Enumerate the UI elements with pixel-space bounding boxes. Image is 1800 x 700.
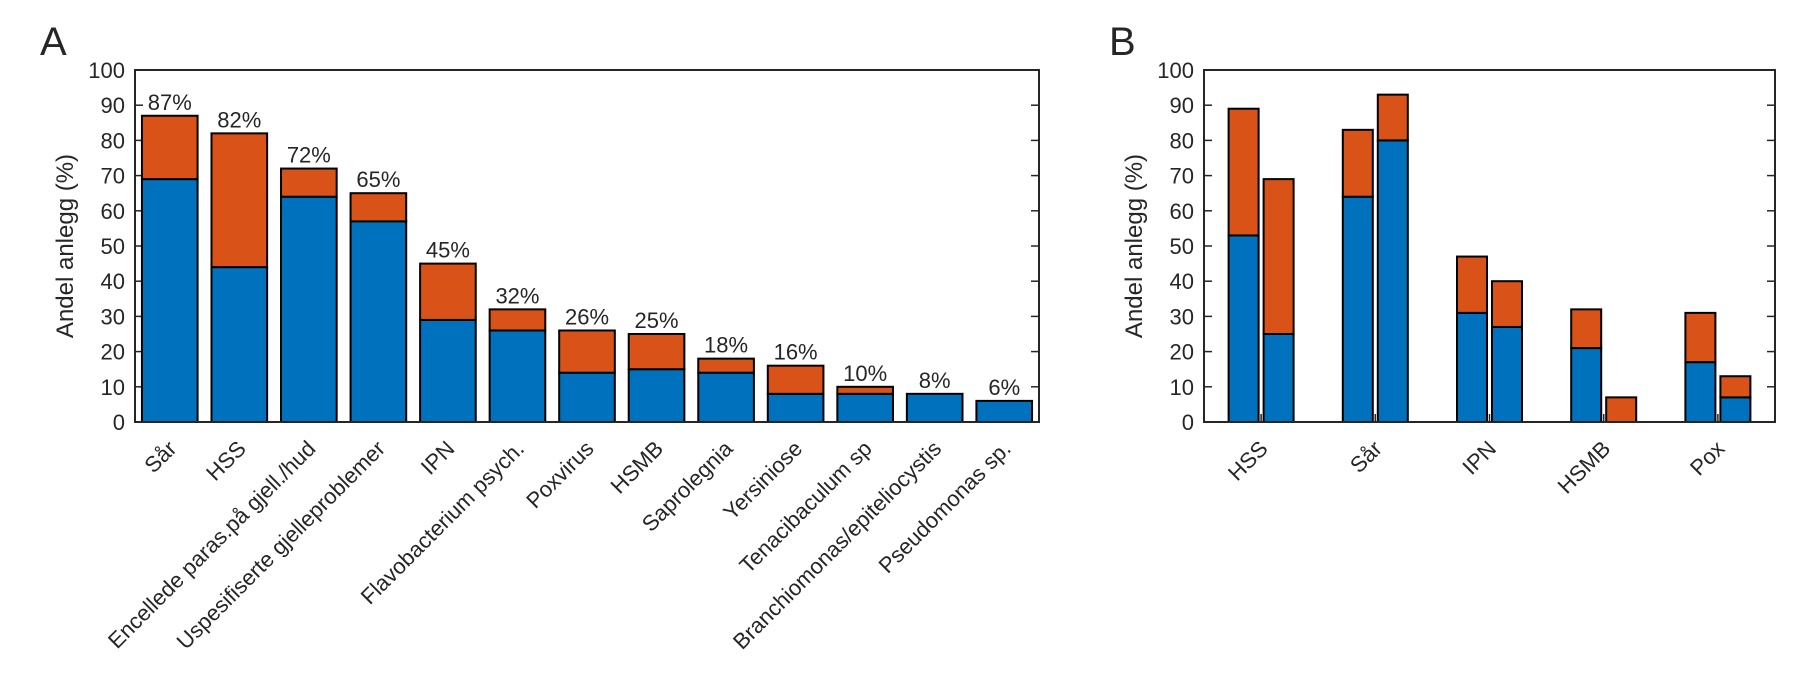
y-tick-label: 50	[101, 234, 125, 259]
bar-segment	[558, 329, 616, 374]
y-axis-label: Andel anlegg (%)	[1121, 154, 1148, 338]
total-label: 72%	[287, 143, 331, 168]
bar-segment	[975, 399, 1034, 424]
bar-segment	[627, 368, 686, 424]
plot-frame	[1203, 69, 1776, 423]
bar-segment	[766, 364, 825, 395]
bar-segment	[488, 308, 547, 332]
x-tick-label: HSMB	[605, 436, 668, 499]
y-tick-label: 10	[101, 375, 125, 400]
bar-segment	[1456, 311, 1488, 424]
bar-segment	[1456, 255, 1488, 314]
total-label: 18%	[704, 333, 748, 358]
bar-segment	[488, 329, 547, 424]
bar-segment	[1684, 361, 1717, 424]
bar-segment	[1719, 396, 1752, 423]
bar-segment	[1341, 195, 1374, 423]
total-label: 8%	[919, 368, 951, 393]
y-tick-label: 20	[101, 340, 125, 365]
y-tick-label: 80	[101, 128, 125, 153]
total-label: 45%	[426, 238, 470, 263]
total-label: 32%	[495, 283, 539, 308]
bar-segment	[1341, 128, 1374, 198]
x-tick-label: Sår	[1345, 436, 1387, 478]
y-tick-label: 60	[1170, 199, 1194, 224]
bar-segment	[1227, 107, 1260, 237]
bar-segment	[1376, 139, 1409, 423]
bar-segment	[1376, 93, 1409, 142]
total-label: 6%	[988, 375, 1020, 400]
bar-segment	[1684, 311, 1717, 364]
bar-segment	[558, 371, 616, 423]
x-tick-label: HSS	[1223, 436, 1273, 486]
bar-segment	[419, 262, 477, 321]
x-tick-label: HSMB	[1553, 436, 1616, 499]
bar-segment	[766, 392, 825, 423]
y-tick-label: 40	[101, 269, 125, 294]
x-tick-label: IPN	[416, 436, 460, 480]
bar-segment	[1570, 308, 1603, 350]
y-axis-label: Andel anlegg (%)	[52, 154, 79, 338]
y-tick-label: 40	[1170, 269, 1194, 294]
bar-segment	[140, 178, 199, 423]
bar-segment	[210, 132, 269, 269]
plot-frame	[134, 69, 1040, 423]
bar-segment	[836, 385, 894, 395]
y-tick-label: 0	[113, 410, 125, 435]
y-tick-label: 0	[1182, 410, 1194, 435]
bar-segment	[697, 371, 755, 423]
bar-segment	[280, 195, 338, 423]
bar-segment	[1570, 347, 1603, 423]
panel-label: A	[40, 20, 67, 64]
total-label: 65%	[356, 167, 400, 192]
bar-segment	[140, 114, 199, 181]
y-tick-label: 30	[1170, 304, 1194, 329]
bar-segment	[1719, 375, 1752, 399]
bar-segment	[836, 392, 894, 423]
total-label: 26%	[565, 304, 609, 329]
bar-segment	[1227, 234, 1260, 423]
x-tick-label: Poxvirus	[521, 436, 598, 513]
x-tick-label: Pseudomonas sp.	[874, 436, 1016, 578]
x-tick-label: Pox	[1685, 436, 1729, 480]
y-tick-label: 80	[1170, 128, 1194, 153]
y-tick-label: 70	[101, 164, 125, 189]
panel-label: B	[1109, 20, 1136, 64]
x-tick-label: Sår	[139, 436, 181, 478]
y-tick-label: 100	[88, 58, 125, 83]
x-tick-label: HSS	[201, 436, 251, 486]
bar-segment	[349, 220, 408, 423]
bar-segment	[697, 357, 755, 374]
y-tick-label: 30	[101, 304, 125, 329]
x-tick-label: IPN	[1457, 436, 1501, 480]
y-tick-label: 60	[101, 199, 125, 224]
y-tick-label: 70	[1170, 164, 1194, 189]
bar-segment	[1491, 325, 1523, 423]
y-tick-label: 50	[1170, 234, 1194, 259]
x-tick-label: Tenacibaculum sp	[734, 436, 876, 578]
bar-segment	[627, 333, 686, 371]
total-label: 87%	[148, 90, 192, 115]
bar-segment	[349, 192, 408, 223]
y-tick-label: 90	[101, 93, 125, 118]
total-label: 82%	[217, 107, 261, 132]
bar-segment	[280, 167, 338, 198]
total-label: 25%	[635, 308, 679, 333]
total-label: 10%	[843, 361, 887, 386]
y-tick-label: 10	[1170, 375, 1194, 400]
bar-segment	[1262, 178, 1295, 335]
bar-segment	[1262, 333, 1295, 423]
bar-segment	[1491, 280, 1523, 328]
y-tick-label: 20	[1170, 340, 1194, 365]
bar-segment	[210, 266, 269, 423]
bar-segment	[905, 392, 964, 423]
y-tick-label: 90	[1170, 93, 1194, 118]
total-label: 16%	[774, 340, 818, 365]
y-tick-label: 100	[1157, 58, 1194, 83]
bar-segment	[419, 318, 477, 424]
bar-segment	[1605, 396, 1638, 423]
